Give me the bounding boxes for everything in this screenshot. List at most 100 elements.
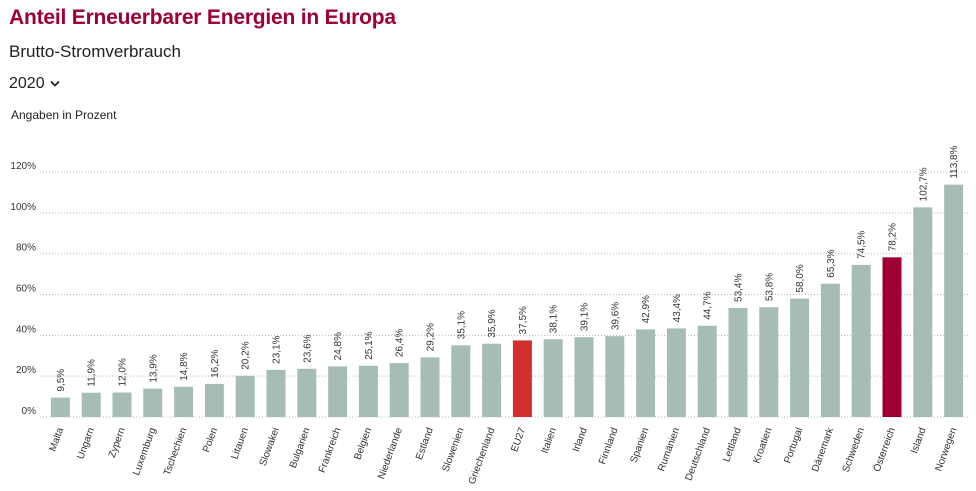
bar [143,388,163,417]
y-tick-label: 60% [16,284,36,295]
chart-title: Anteil Erneuerbarer Energien in Europa [9,6,396,29]
bar [482,343,502,417]
y-tick-label: 40% [16,324,36,335]
bar [112,392,132,417]
unit-label: Angaben in Prozent [11,108,117,122]
bar [882,257,902,417]
x-tick-label: Spanien [629,426,652,464]
bar [697,325,717,417]
x-tick-label: Italien [540,426,559,455]
value-label: 35,1% [456,311,467,339]
x-tick-label: Schweden [841,426,867,474]
x-tick-label: Österreich [871,426,898,473]
value-label: 26,4% [395,329,406,357]
value-label: 102,7% [918,167,929,201]
value-label: 23,1% [272,335,283,363]
bar [266,369,286,417]
x-tick-label: Ungarn [75,426,97,461]
bar [358,365,378,417]
bar [666,328,686,417]
year-label[interactable]: 2020 [9,75,45,92]
x-tick-label: Finnland [597,426,620,466]
value-label: 39,6% [610,302,621,330]
x-tick-label: Frankreich [317,426,343,474]
bar [820,283,840,417]
x-tick-label: Irland [571,426,590,453]
y-tick-label: 0% [22,406,37,417]
x-tick-label: Slowakei [258,426,282,467]
value-label: 78,2% [888,223,899,251]
x-tick-label: Malta [48,426,67,453]
y-tick-label: 80% [16,243,36,254]
bar [451,345,471,417]
bar [636,329,656,417]
value-label: 39,1% [580,303,591,331]
x-tick-label: Polen [201,426,220,454]
value-label: 24,8% [333,332,344,360]
chevron-icon[interactable] [49,80,60,88]
value-label: 12,0% [118,358,129,386]
bar [297,368,317,417]
bar [50,397,70,417]
value-label: 16,2% [210,349,221,377]
x-tick-label: Kroatien [752,426,775,465]
bar [81,392,101,417]
value-label: 43,4% [672,294,683,322]
y-tick-label: 20% [16,365,36,376]
x-tick-label: Estland [414,426,436,461]
bar [759,307,779,417]
bar [790,298,810,417]
x-tick-label: Lettland [721,426,744,463]
chart-subtitle: Brutto-Stromverbrauch [9,42,181,61]
x-tick-label: Deutschland [684,426,713,482]
x-tick-label: Tschechien [162,426,189,477]
x-tick-label: Niederlande [376,426,405,481]
value-label: 9,5% [56,369,67,392]
bar [174,386,194,417]
x-tick-label: Portugal [782,426,805,465]
bar [913,207,933,417]
value-label: 44,7% [703,291,714,319]
value-label: 58,0% [795,264,806,292]
value-label: 11,9% [87,359,98,387]
value-label: 53,8% [764,273,775,301]
value-label: 35,9% [487,309,498,337]
bar [851,264,871,417]
bar [204,383,224,417]
x-tick-label: EU27 [509,426,528,454]
x-tick-label: Rumänien [656,426,682,473]
x-tick-label: Island [909,426,928,455]
x-tick-label: Dänemark [810,425,836,473]
bar [605,336,625,417]
value-label: 65,3% [826,249,837,277]
y-tick-label: 100% [10,202,36,213]
x-tick-label: Litauen [229,426,251,461]
bar [389,363,409,417]
value-label: 23,6% [302,334,313,362]
value-label: 42,9% [641,295,652,323]
bar [420,357,440,417]
bar [328,366,348,417]
value-label: 38,1% [549,305,560,333]
y-tick-label: 120% [10,161,36,172]
bar [235,375,255,417]
value-label: 74,5% [857,230,868,258]
value-label: 13,9% [148,354,159,382]
x-tick-label: Griechenland [467,426,498,486]
x-tick-label: Slowenien [440,426,466,473]
bar [944,184,964,417]
x-tick-label: Luxemburg [131,426,158,477]
bar [512,340,532,417]
value-label: 53,4% [734,274,745,302]
x-tick-label: Zypern [107,426,128,459]
value-label: 25,1% [364,331,375,359]
bar [728,307,748,417]
x-tick-label: Bulgarien [288,426,313,469]
year-dropdown[interactable]: 2020 [9,75,60,93]
bar [543,339,563,417]
x-tick-label: Belgien [352,426,374,461]
value-label: 29,2% [426,323,437,351]
bar [574,337,594,417]
